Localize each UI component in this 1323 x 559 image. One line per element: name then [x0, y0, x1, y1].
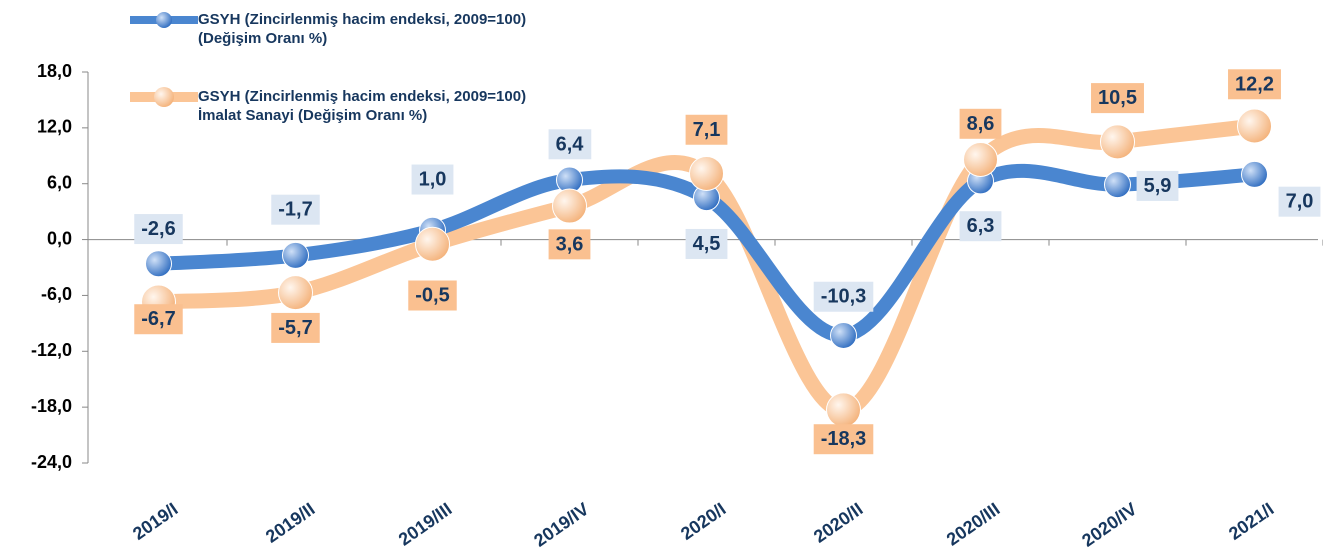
data-point: [830, 321, 857, 349]
data-label-group: -10,3: [813, 281, 874, 312]
data-label: 5,9: [1144, 175, 1172, 197]
data-label: 4,5: [693, 233, 721, 255]
series-line: [151, 163, 1262, 343]
data-label: -5,7: [278, 317, 312, 339]
data-label-bg: [134, 304, 183, 335]
data-label: -6,7: [141, 308, 175, 330]
x-tick-label: 2020/I: [677, 499, 729, 544]
data-label-group: 8,6: [959, 108, 1002, 139]
data-label-group: 4,5: [685, 228, 728, 259]
y-tick-label: 18,0: [37, 61, 72, 81]
data-label-bg: [408, 280, 457, 311]
data-point: [1237, 108, 1272, 144]
data-point: [278, 275, 313, 311]
data-label-bg: [548, 129, 592, 160]
data-point: [415, 226, 450, 262]
data-label-bg: [1228, 69, 1281, 100]
data-label-group: 10,5: [1091, 83, 1144, 114]
data-label-bg: [134, 214, 183, 245]
data-label-bg: [685, 114, 728, 145]
data-label: -2,6: [141, 218, 175, 240]
y-tick-label: -18,0: [31, 396, 72, 416]
y-tick-label: 0,0: [47, 228, 72, 248]
x-tick-label: 2019/II: [262, 499, 319, 547]
data-label-bg: [685, 228, 728, 259]
data-label-bg: [1136, 170, 1179, 201]
data-label: 7,0: [1286, 191, 1314, 213]
data-label: 1,0: [419, 169, 447, 191]
data-point: [1100, 124, 1135, 160]
x-tick-label: 2021/I: [1225, 499, 1277, 544]
data-label: 12,2: [1235, 73, 1274, 95]
data-label-bg: [1278, 186, 1321, 217]
x-tick-label: 2019/III: [395, 499, 456, 550]
data-label-group: -6,7: [134, 304, 183, 335]
x-tick-label: 2020/II: [810, 499, 867, 547]
data-label-group: 3,6: [548, 229, 591, 260]
data-label: 8,6: [967, 113, 995, 135]
data-label-group: 5,9: [1136, 170, 1179, 201]
legend-marker: [154, 87, 174, 107]
data-point: [552, 188, 587, 224]
legend-marker: [156, 12, 172, 28]
data-label: 6,3: [967, 215, 995, 237]
y-tick-label: -24,0: [31, 452, 72, 472]
data-label-group: 12,2: [1228, 69, 1281, 100]
y-tick-label: -6,0: [41, 284, 72, 304]
data-point: [689, 155, 724, 191]
data-label-group: -0,5: [408, 280, 457, 311]
data-point: [145, 250, 172, 278]
x-tick-label: 2020/IV: [1078, 499, 1140, 551]
data-label-group: 1,0: [411, 164, 454, 195]
x-tick-label: 2019/IV: [530, 499, 592, 551]
data-point: [1104, 171, 1131, 199]
legend-label: GSYH (Zincirlenmiş hacim endeksi, 2009=1…: [198, 88, 527, 124]
data-label: -10,3: [821, 286, 867, 308]
data-label-group: 6,3: [959, 211, 1002, 242]
x-tick-label: 2020/III: [943, 499, 1004, 550]
data-label-bg: [271, 312, 320, 343]
data-label-group: 7,0: [1278, 186, 1321, 217]
data-label-group: 6,4: [548, 129, 592, 160]
y-tick-label: -12,0: [31, 340, 72, 360]
y-tick-label: 12,0: [37, 117, 72, 137]
data-label-bg: [813, 424, 874, 455]
data-label: 7,1: [693, 119, 721, 141]
data-point: [1241, 160, 1268, 188]
data-label-group: 7,1: [685, 114, 728, 145]
data-label-bg: [959, 211, 1002, 242]
x-tick-label: 2019/I: [129, 499, 181, 544]
legend: [130, 12, 198, 107]
data-label-bg: [959, 108, 1002, 139]
data-label-bg: [411, 164, 454, 195]
data-label: 3,6: [556, 233, 584, 255]
data-label-group: -1,7: [271, 194, 320, 225]
data-point: [826, 392, 861, 428]
data-label-bg: [1091, 83, 1144, 114]
legend-label: GSYH (Zincirlenmiş hacim endeksi, 2009=1…: [198, 11, 527, 47]
data-point: [282, 241, 309, 269]
data-label-bg: [271, 194, 320, 225]
data-label: -0,5: [415, 285, 449, 307]
data-point: [963, 142, 998, 178]
data-label-group: -5,7: [271, 312, 320, 343]
data-label-bg: [548, 229, 591, 260]
data-label: -1,7: [278, 199, 312, 221]
data-label: 10,5: [1098, 87, 1137, 109]
data-label-bg: [813, 281, 874, 312]
y-tick-label: 6,0: [47, 172, 72, 192]
data-label: 6,4: [556, 133, 585, 155]
data-label-group: -18,3: [813, 424, 874, 455]
data-label-group: -2,6: [134, 214, 183, 245]
data-label: -18,3: [821, 428, 867, 450]
